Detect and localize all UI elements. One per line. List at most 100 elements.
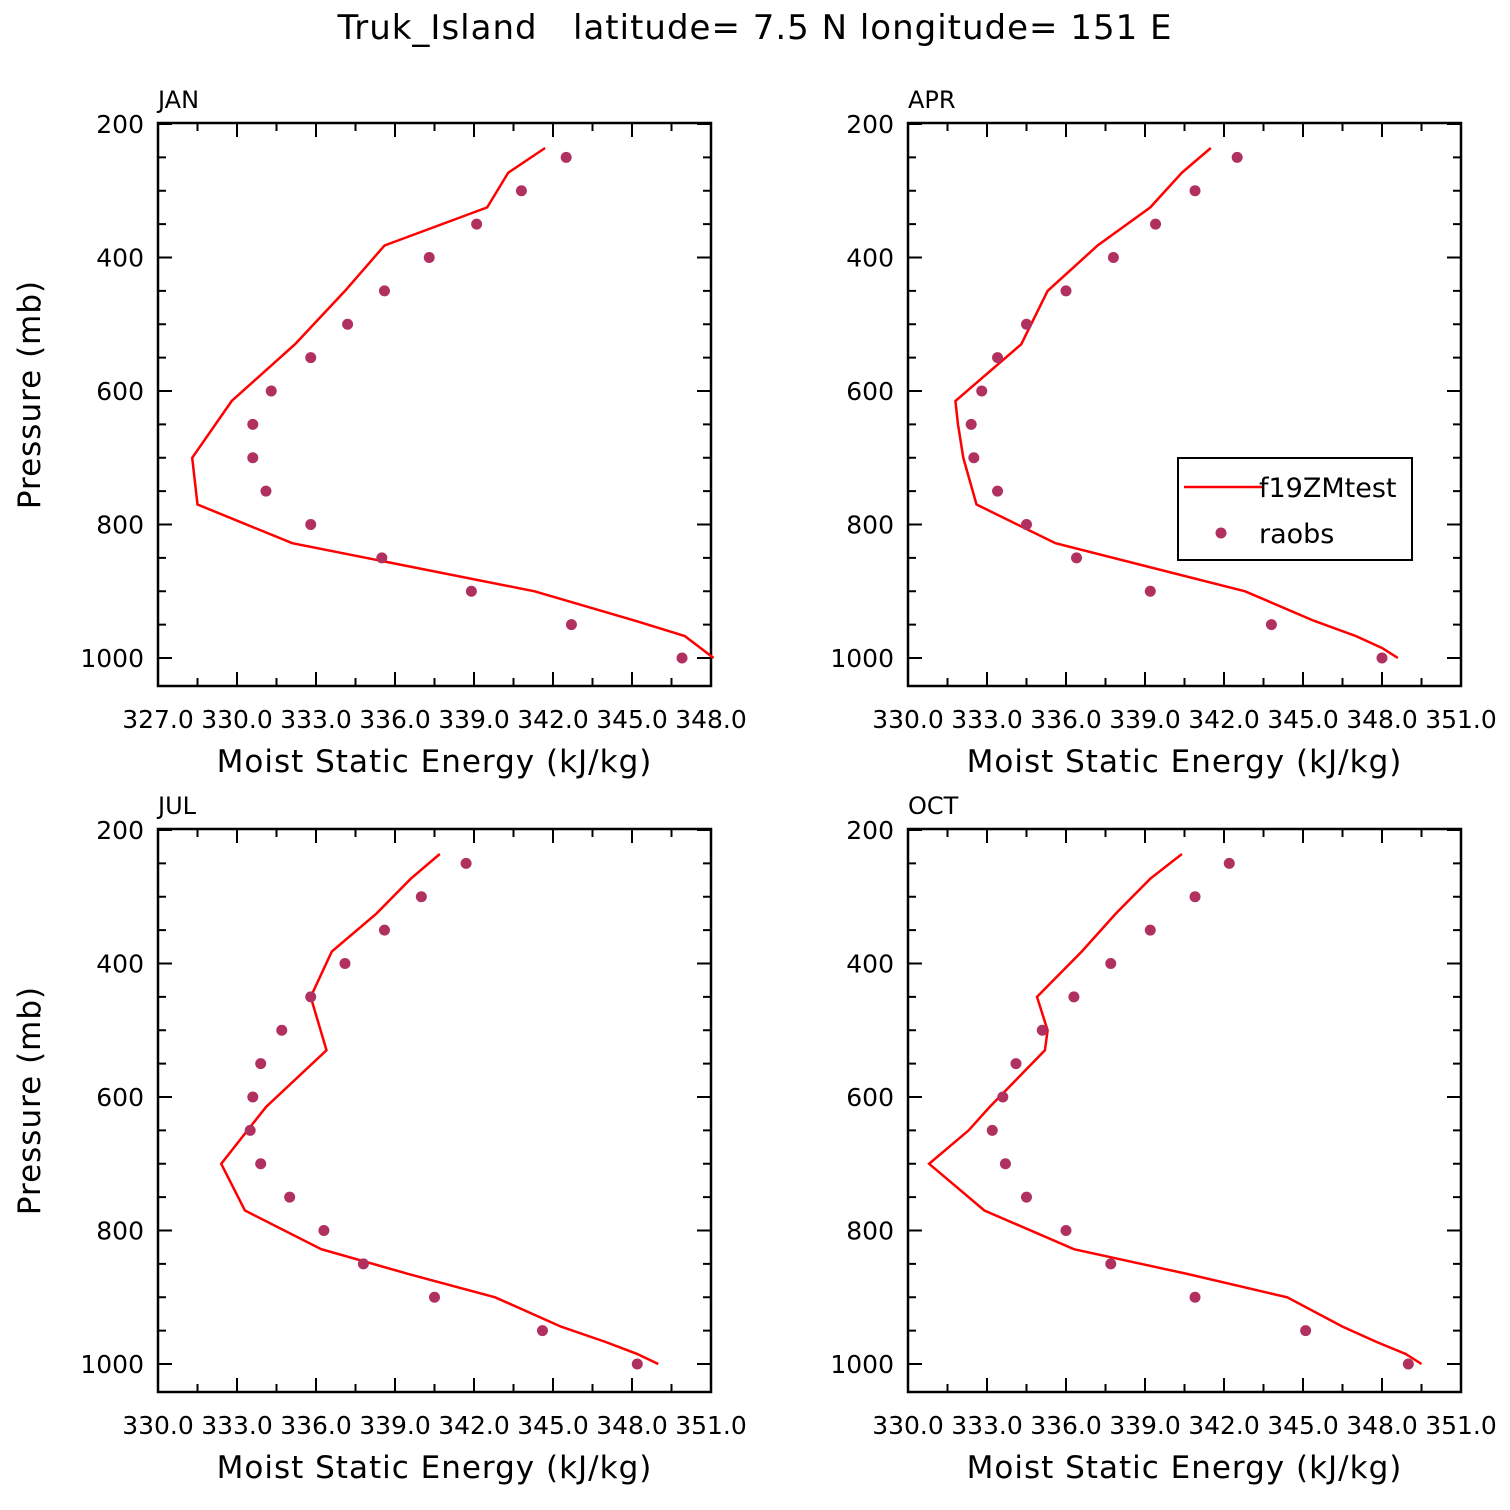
raobs-point — [284, 1191, 296, 1203]
x-tick-label: 336.0 — [1030, 1411, 1102, 1440]
x-tick-label: 342.0 — [1188, 1411, 1260, 1440]
raobs-point — [339, 958, 351, 969]
raobs-point — [1107, 252, 1119, 263]
raobs-point — [415, 891, 427, 903]
raobs-point — [1189, 1291, 1201, 1303]
panel-title: JUL — [156, 792, 197, 820]
plot-frame — [156, 827, 713, 1394]
x-tick-label: 336.0 — [1030, 705, 1102, 734]
raobs-point — [1223, 857, 1235, 869]
x-tick-label: 345.0 — [1267, 705, 1339, 734]
panel-title: JAN — [156, 86, 199, 114]
x-tick-label: 345.0 — [1267, 1411, 1339, 1440]
y-tick-label: 400 — [96, 244, 144, 273]
raobs-point — [1144, 924, 1156, 936]
x-tick-label: 342.0 — [1188, 705, 1260, 734]
raobs-point — [376, 552, 388, 564]
x-tick-label: 339.0 — [359, 1411, 431, 1440]
raobs-point — [992, 485, 1004, 497]
y-axis-label: Pressure (mb) — [12, 986, 48, 1215]
raobs-point — [1060, 285, 1072, 297]
raobs-point — [515, 185, 527, 197]
y-tick-label: 600 — [96, 1083, 144, 1112]
raobs-point — [968, 452, 980, 464]
y-tick-label: 800 — [846, 511, 894, 540]
raobs-point — [265, 385, 277, 397]
x-tick-label: 345.0 — [596, 705, 668, 734]
raobs-point — [1105, 1258, 1117, 1270]
y-tick-label: 200 — [846, 816, 894, 845]
raobs-point — [1021, 519, 1032, 530]
series-line-f19ZMtest — [927, 853, 1423, 1366]
raobs-point — [342, 318, 354, 330]
y-tick-label: 400 — [846, 244, 894, 273]
raobs-point — [1150, 218, 1162, 230]
raobs-point — [1036, 1024, 1048, 1036]
series-line-f19ZMtest — [219, 853, 659, 1366]
raobs-point — [318, 1225, 330, 1236]
raobs-point — [1021, 318, 1032, 330]
x-tick-label: 339.0 — [1109, 705, 1181, 734]
raobs-point — [976, 385, 988, 397]
raobs-point — [1189, 185, 1201, 197]
raobs-point — [1300, 1325, 1312, 1337]
panel-title: APR — [908, 86, 956, 114]
plot-frame — [906, 121, 1463, 688]
x-tick-label: 348.0 — [596, 1411, 668, 1440]
x-tick-label: 351.0 — [1425, 1411, 1497, 1440]
raobs-point — [536, 1325, 548, 1337]
y-axis-label: Pressure (mb) — [12, 280, 48, 509]
raobs-point — [247, 452, 259, 464]
x-axis-label: Moist Static Energy (kJ/kg) — [967, 744, 1403, 780]
x-tick-label: 351.0 — [675, 1411, 747, 1440]
panel-apr: APR 330.0 333.0 336.0 339.0 342.0 345.0 348.0 35… — [830, 86, 1496, 780]
raobs-point — [305, 519, 317, 530]
raobs-point — [1265, 619, 1277, 631]
y-tick-label: 1000 — [830, 1350, 894, 1379]
x-tick-label: 333.0 — [951, 1411, 1023, 1440]
y-tick-label: 800 — [96, 1217, 144, 1246]
raobs-point — [999, 1158, 1011, 1170]
raobs-point — [276, 1024, 288, 1036]
y-tick-label: 200 — [846, 110, 894, 139]
raobs-point — [965, 418, 977, 430]
raobs-point — [1010, 1058, 1022, 1070]
raobs-point — [305, 991, 317, 1003]
panel-jul: JUL 330.0 333.0 336.0 339.0 342.0 345.0 348.0 35… — [12, 792, 747, 1486]
plot-frame — [906, 827, 1463, 1394]
raobs-point — [260, 485, 272, 497]
legend-label-model: f19ZMtest — [1259, 473, 1397, 504]
y-tick-label: 200 — [96, 816, 144, 845]
x-tick-label: 342.0 — [438, 1411, 510, 1440]
raobs-point — [1231, 151, 1243, 163]
raobs-point — [1071, 552, 1083, 564]
raobs-point — [1021, 1191, 1032, 1203]
x-tick-label: 336.0 — [280, 1411, 352, 1440]
x-tick-label: 345.0 — [517, 1411, 589, 1440]
raobs-point — [465, 585, 477, 597]
raobs-point — [631, 1358, 643, 1370]
series-line-f19ZMtest — [954, 147, 1399, 660]
raobs-point — [378, 285, 390, 297]
x-tick-label: 330.0 — [201, 705, 273, 734]
x-axis-label: Moist Static Energy (kJ/kg) — [217, 744, 653, 780]
raobs-point — [378, 924, 390, 936]
x-tick-label: 348.0 — [1346, 1411, 1418, 1440]
legend: f19ZMtest raobs — [1177, 457, 1413, 561]
raobs-point — [1068, 991, 1080, 1003]
y-tick-label: 400 — [96, 950, 144, 979]
raobs-point — [986, 1124, 998, 1136]
x-tick-label: 348.0 — [675, 705, 747, 734]
x-tick-label: 348.0 — [1346, 705, 1418, 734]
y-tick-label: 800 — [96, 511, 144, 540]
legend-label-obs: raobs — [1259, 519, 1334, 550]
x-tick-label: 333.0 — [280, 705, 352, 734]
x-axis-label: Moist Static Energy (kJ/kg) — [967, 1450, 1403, 1486]
y-tick-label: 400 — [846, 950, 894, 979]
raobs-point — [1060, 1225, 1072, 1236]
x-tick-label: 333.0 — [201, 1411, 273, 1440]
raobs-point — [560, 151, 572, 163]
raobs-point — [471, 218, 483, 230]
legend-dot-swatch — [1215, 527, 1227, 539]
panel-title: OCT — [908, 792, 959, 820]
